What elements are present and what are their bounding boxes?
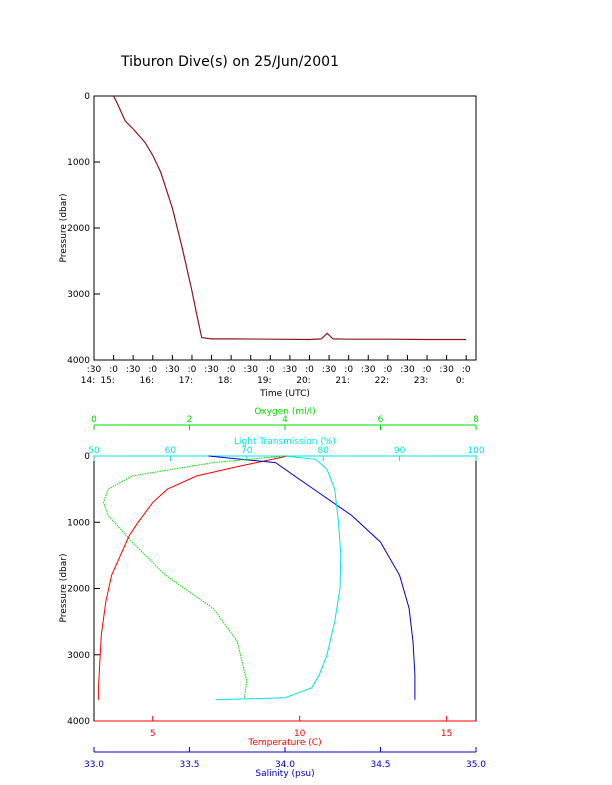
top-x-minute-label: :0 (109, 365, 118, 375)
top-x-axis: :30 :0 :30 :0 :30 :0 :30 :0 :30 :0 :30 :0 :30 :0 :30 :0… (81, 355, 471, 386)
salinity-axis: 33.0 33.5 34.0 34.5 35.0 (84, 747, 486, 770)
top-x-hour-label: 18: (218, 376, 232, 386)
top-x-minute-label: :30 (87, 365, 102, 375)
salinity-tick-label: 34.5 (370, 760, 390, 770)
salinity-axis-label: Salinity (psu) (255, 769, 314, 779)
top-x-hour-label: 19: (257, 376, 271, 386)
oxygen-tick-label: 4 (282, 415, 288, 425)
bottom-y-axis: 0 1000 2000 3000 4000 (67, 452, 100, 727)
transmission-axis: 50 60 70 80 90 100 (88, 446, 485, 461)
transmission-tick-label: 50 (88, 446, 100, 456)
temperature-tick-label: 10 (294, 729, 306, 739)
top-x-minute-label: :0 (148, 365, 157, 375)
top-x-minute-label: :30 (204, 365, 219, 375)
top-x-minute-label: :30 (126, 365, 141, 375)
transmission-axis-label: Light Transmission (%) (234, 437, 336, 447)
top-y-axis-label: Pressure (dbar) (59, 194, 69, 263)
oxygen-profile-line (102, 455, 286, 698)
bottom-y-tick-label: 1000 (67, 518, 90, 528)
top-y-tick-label: 1000 (67, 158, 90, 168)
temperature-tick-label: 5 (150, 729, 156, 739)
top-x-hour-label: 17: (179, 376, 193, 386)
transmission-tick-label: 90 (394, 446, 406, 456)
top-x-minute-label: :0 (227, 365, 236, 375)
oxygen-axis: 0 2 4 6 8 (91, 415, 479, 430)
top-x-hour-label: 15: (100, 376, 114, 386)
oxygen-tick-label: 0 (91, 415, 97, 425)
top-x-minute-label: :30 (283, 365, 298, 375)
temperature-tick-label: 15 (441, 729, 452, 739)
top-x-hour-label: 22: (375, 376, 389, 386)
top-x-minute-label: :30 (400, 365, 415, 375)
transmission-tick-label: 80 (317, 446, 329, 456)
depth-trace-line (113, 95, 467, 341)
top-x-hour-label: 0: (456, 376, 465, 386)
top-y-tick-label: 2000 (67, 224, 90, 234)
transmission-tick-label: 60 (165, 446, 177, 456)
top-x-hour-label: 16: (140, 376, 154, 386)
top-series-group (113, 95, 467, 341)
top-x-minute-label: :0 (188, 365, 197, 375)
top-x-minute-label: :0 (423, 365, 432, 375)
salinity-profile-line (208, 455, 416, 700)
transmission-tick-label: 70 (241, 446, 253, 456)
oxygen-tick-label: 2 (187, 415, 193, 425)
bottom-y-tick-label: 4000 (67, 717, 90, 727)
oxygen-tick-label: 8 (473, 415, 479, 425)
top-x-minute-label: :0 (266, 365, 275, 375)
transmission-profile-line (216, 455, 342, 701)
top-x-axis-label: Time (UTC) (259, 389, 310, 399)
bottom-y-axis-label: Pressure (dbar) (59, 554, 69, 623)
top-x-minute-label: :0 (462, 365, 471, 375)
top-x-minute-label: :0 (305, 365, 314, 375)
top-plot-frame (93, 95, 477, 361)
top-x-hour-label: 21: (335, 376, 349, 386)
top-x-hour-label: 23: (414, 376, 428, 386)
top-y-tick-label: 3000 (67, 290, 90, 300)
salinity-tick-label: 33.5 (179, 760, 199, 770)
top-x-hour-label: 14: (81, 376, 95, 386)
bottom-plot-frame (93, 455, 477, 722)
top-x-minute-label: :0 (383, 365, 392, 375)
salinity-tick-label: 35.0 (466, 760, 486, 770)
top-x-minute-label: :0 (344, 365, 353, 375)
top-x-minute-label: :30 (165, 365, 180, 375)
top-x-minute-label: :30 (322, 365, 337, 375)
bottom-y-tick-label: 0 (84, 452, 90, 462)
temperature-axis: 5 10 15 (94, 716, 476, 739)
salinity-tick-label: 33.0 (84, 760, 104, 770)
transmission-tick-label: 100 (467, 446, 484, 456)
top-y-axis: 0 1000 2000 3000 4000 (67, 92, 100, 366)
oxygen-axis-label: Oxygen (ml/l) (254, 407, 315, 417)
top-x-minute-label: :30 (439, 365, 454, 375)
page-title: Tiburon Dive(s) on 25/Jun/2001 (120, 54, 339, 70)
salinity-tick-label: 34.0 (275, 760, 295, 770)
top-x-hour-label: 20: (296, 376, 310, 386)
oxygen-tick-label: 6 (378, 415, 384, 425)
temperature-profile-line (97, 455, 289, 700)
top-x-minute-label: :30 (361, 365, 376, 375)
top-y-tick-label: 4000 (67, 356, 90, 366)
bottom-y-tick-label: 3000 (67, 651, 90, 661)
top-y-tick-label: 0 (84, 92, 90, 102)
top-x-minute-label: :30 (243, 365, 258, 375)
bottom-y-tick-label: 2000 (67, 585, 90, 595)
bottom-series-group (97, 455, 416, 701)
temperature-axis-label: Temperature (C) (247, 738, 321, 748)
